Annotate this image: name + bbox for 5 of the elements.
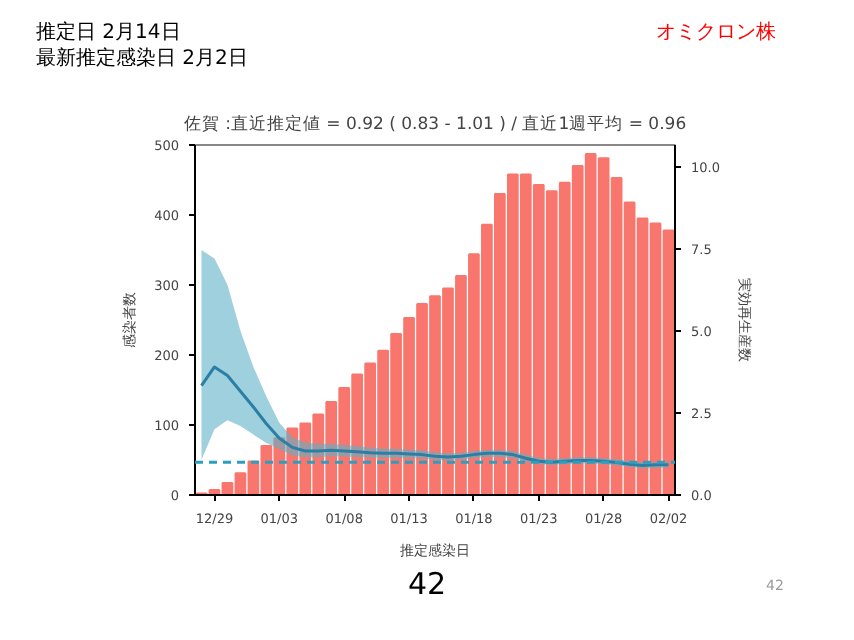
text: 42	[408, 564, 447, 606]
chart-title: 佐賀 :直近推定値 = 0.92 ( 0.83 - 1.01 ) / 直近1週平均 = 0.96	[183, 113, 687, 135]
text: 最新推定感染日 2月2日	[36, 48, 248, 70]
text: オミクロン株	[656, 20, 776, 48]
text: 推定日 2月14日	[36, 22, 181, 44]
